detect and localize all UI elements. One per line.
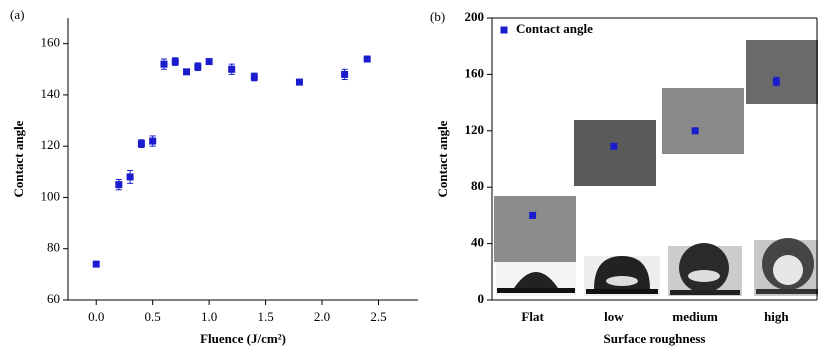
point [149, 137, 157, 145]
point [205, 58, 213, 66]
droplet-highlight [773, 255, 803, 285]
x-tick-label: medium [672, 309, 718, 324]
y-tick-label: 100 [41, 188, 61, 203]
point [295, 78, 303, 86]
y-tick-label: 40 [471, 235, 484, 250]
x-tick-label: 0.0 [88, 309, 104, 324]
x-axis-title: Fluence (J/cm²) [200, 331, 286, 346]
panel-label: (b) [430, 9, 445, 24]
legend-label: Contact angle [516, 21, 593, 36]
legend-marker [500, 26, 508, 34]
x-tick-label: 2.5 [370, 309, 386, 324]
droplet [514, 272, 558, 288]
point [183, 68, 191, 76]
point [194, 63, 202, 71]
point [363, 55, 371, 63]
point [250, 73, 258, 81]
x-tick-label: 2.0 [314, 309, 330, 324]
x-tick-label: Flat [521, 309, 544, 324]
point [137, 140, 145, 148]
y-tick-label: 200 [465, 9, 485, 24]
point [529, 211, 537, 219]
y-tick-label: 80 [47, 240, 60, 255]
sem-image [574, 120, 656, 186]
x-tick-label: 1.5 [257, 309, 273, 324]
y-tick-label: 140 [41, 86, 61, 101]
point [171, 58, 179, 66]
point [115, 181, 123, 189]
droplet [679, 243, 729, 293]
x-tick-label: 0.5 [145, 309, 161, 324]
y-tick-label: 0 [478, 291, 485, 306]
point [160, 60, 168, 68]
droplet-highlight [688, 270, 720, 282]
sem-image [494, 196, 576, 262]
point [341, 70, 349, 78]
point [610, 142, 618, 150]
substrate [756, 289, 818, 294]
y-axis-title: Contact angle [435, 120, 450, 197]
y-tick-label: 60 [47, 291, 60, 306]
y-axis-title: Contact angle [11, 120, 26, 197]
x-axis-title: Surface roughness [604, 331, 706, 346]
substrate [586, 289, 658, 294]
y-tick-label: 120 [41, 137, 61, 152]
x-tick-label: 1.0 [201, 309, 217, 324]
x-tick-label: low [604, 309, 624, 324]
point [228, 65, 236, 73]
y-tick-label: 160 [41, 35, 61, 50]
substrate [670, 290, 740, 295]
point [92, 260, 100, 268]
sem-image [662, 88, 744, 154]
y-tick-label: 80 [471, 178, 484, 193]
insets [494, 40, 818, 296]
point [126, 173, 134, 181]
y-tick-label: 120 [465, 122, 485, 137]
point [772, 77, 780, 85]
x-tick-label: high [764, 309, 789, 324]
sem-image [746, 40, 818, 104]
substrate [497, 288, 575, 293]
panel-label: (a) [10, 7, 24, 22]
point [691, 127, 699, 135]
y-tick-label: 160 [465, 65, 485, 80]
droplet-highlight [606, 276, 638, 286]
